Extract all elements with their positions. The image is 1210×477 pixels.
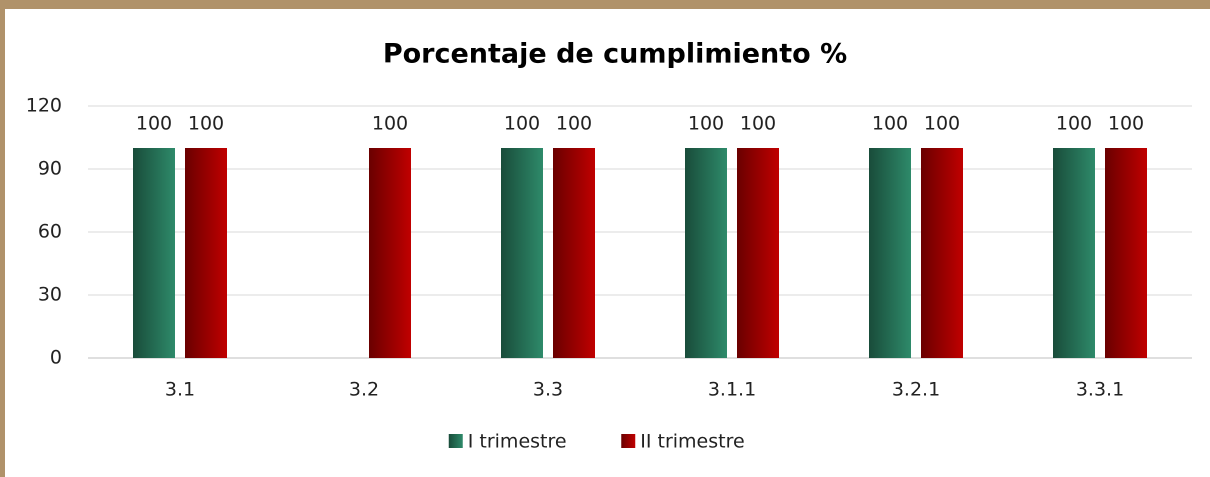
data-label: 100 <box>740 113 776 135</box>
data-label: 100 <box>372 113 408 135</box>
y-tick-label: 60 <box>38 221 62 243</box>
legend-label: II trimestre <box>640 431 744 453</box>
data-label: 100 <box>188 113 224 135</box>
bar <box>921 148 963 358</box>
x-tick-label: 3.2 <box>349 379 379 401</box>
legend-label: I trimestre <box>468 431 567 453</box>
bar <box>501 148 543 358</box>
data-label: 100 <box>136 113 172 135</box>
y-tick-label: 30 <box>38 284 62 306</box>
bar <box>133 148 175 358</box>
data-label: 100 <box>556 113 592 135</box>
bar <box>1053 148 1095 358</box>
data-label: 100 <box>1108 113 1144 135</box>
frame-left <box>0 0 5 477</box>
legend-swatch <box>621 434 636 448</box>
y-tick-label: 120 <box>26 95 62 117</box>
bar <box>869 148 911 358</box>
x-tick-label: 3.1.1 <box>708 379 756 401</box>
bar <box>185 148 227 358</box>
data-label: 100 <box>1056 113 1092 135</box>
y-tick-label: 0 <box>50 347 62 369</box>
frame-top <box>0 0 1210 9</box>
legend-swatch <box>448 434 463 448</box>
bar <box>685 148 727 358</box>
bar <box>737 148 779 358</box>
bar <box>553 148 595 358</box>
data-label: 100 <box>504 113 540 135</box>
y-tick-label: 90 <box>38 158 62 180</box>
data-label: 100 <box>924 113 960 135</box>
bar <box>1105 148 1147 358</box>
chart-title: Porcentaje de cumplimiento % <box>383 39 847 70</box>
data-label: 100 <box>872 113 908 135</box>
x-tick-label: 3.1 <box>165 379 195 401</box>
x-tick-label: 3.2.1 <box>892 379 940 401</box>
data-label: 100 <box>688 113 724 135</box>
x-tick-label: 3.3.1 <box>1076 379 1124 401</box>
bar <box>369 148 411 358</box>
x-tick-label: 3.3 <box>533 379 563 401</box>
